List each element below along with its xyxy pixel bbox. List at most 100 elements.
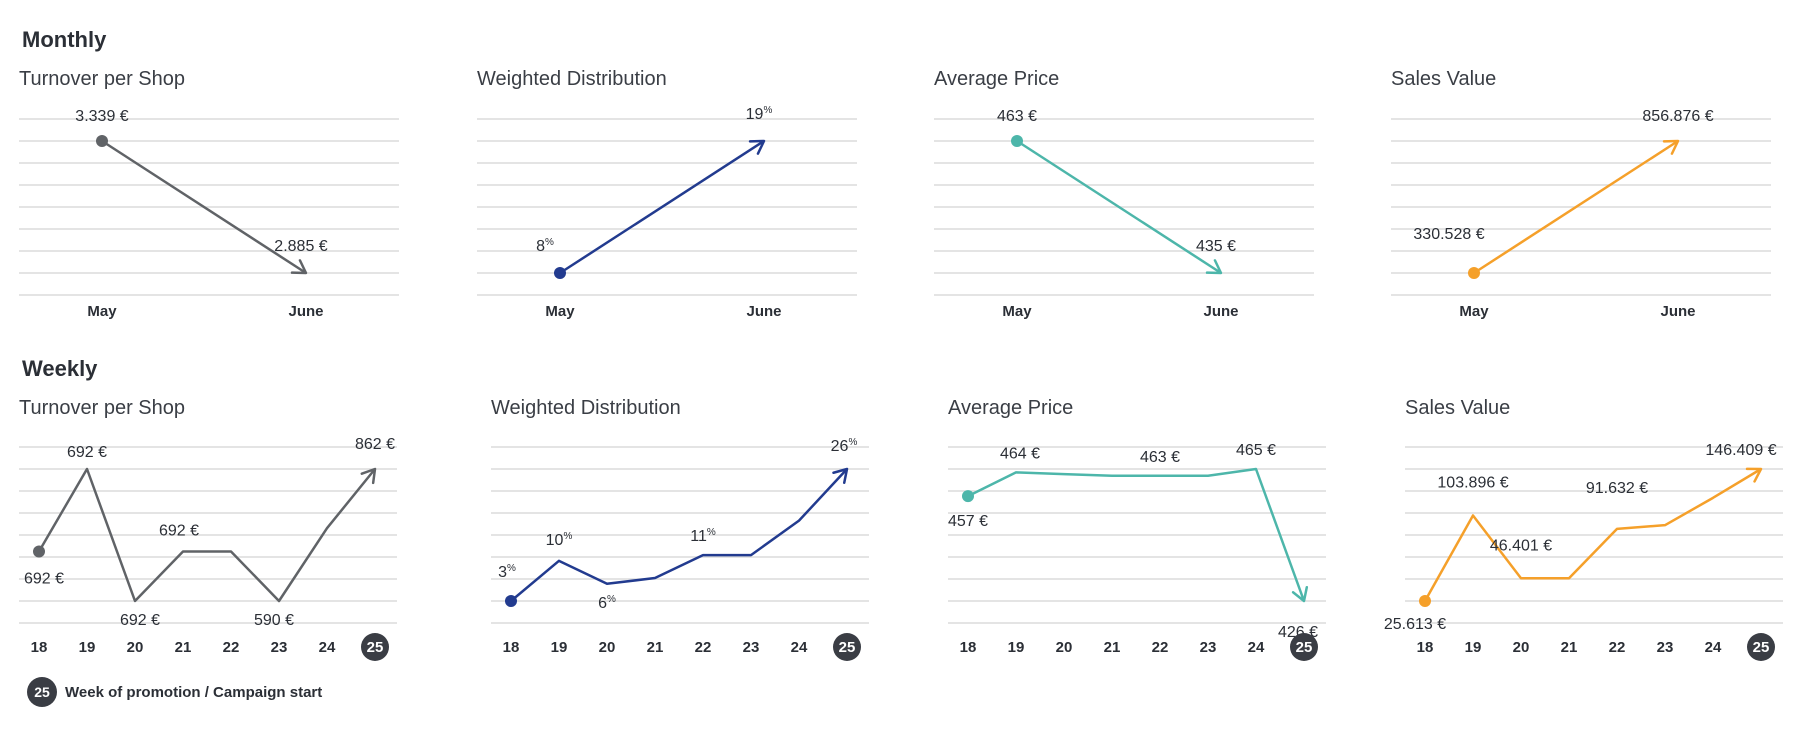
data-label: 25.613 € — [1384, 616, 1446, 633]
monthly-price-chart: 463 € 435 € May June — [934, 108, 1314, 320]
highlight-week-badge — [1747, 633, 1775, 661]
weekly-sales-title: Sales Value — [1405, 397, 1511, 419]
data-label: 590 € — [254, 612, 294, 629]
weekly-price-chart: 457 €464 €463 €465 €426 €18 19 20 21 22 23 24 2… — [948, 442, 1326, 661]
x-tick-label: 23 — [743, 639, 760, 656]
x-tick-label: 22 — [695, 639, 712, 656]
data-label: 26% — [831, 437, 858, 455]
series-start-point — [1011, 135, 1023, 147]
x-tick-label: June — [1660, 303, 1695, 320]
monthly-turnover-chart: 3.339 € 2.885 € May June — [19, 108, 399, 320]
x-tick-label: 19 — [1465, 639, 1482, 656]
monthly-section-title: Monthly — [22, 27, 107, 52]
x-tick-label: 23 — [1657, 639, 1674, 656]
highlight-week-badge — [833, 633, 861, 661]
x-tick-label: 24 — [1248, 639, 1265, 656]
data-label: 465 € — [1236, 442, 1276, 459]
data-label: 692 € — [67, 444, 107, 461]
footnote-text: Week of promotion / Campaign start — [65, 683, 323, 701]
monthly-distribution-chart: 8% 19% May June — [477, 105, 857, 320]
highlight-week-badge — [1290, 633, 1318, 661]
series-start-point — [554, 267, 566, 279]
legend-footnote: 25 Week of promotion / Campaign start — [27, 677, 322, 707]
x-tick-label: 18 — [1417, 639, 1434, 656]
monthly-sales-title: Sales Value — [1391, 68, 1497, 90]
x-tick-label: 24 — [1705, 639, 1722, 656]
weekly-distribution-chart: 3%10%6%11%26%18 19 20 21 22 23 24 25 — [491, 437, 869, 661]
series-line — [37, 467, 376, 603]
data-label: 692 € — [159, 523, 199, 540]
x-tick-label: 19 — [551, 639, 568, 656]
series-start-point — [1468, 267, 1480, 279]
series-start-point — [96, 135, 108, 147]
data-label: 856.876 € — [1642, 108, 1713, 125]
series-arrowhead — [1745, 467, 1763, 483]
data-label: 19% — [746, 105, 773, 123]
x-tick-label: 20 — [1513, 639, 1530, 656]
x-tick-label: June — [288, 303, 323, 320]
x-tick-label: 18 — [960, 639, 977, 656]
x-tick-label: 24 — [791, 639, 808, 656]
data-label: 457 € — [948, 513, 988, 530]
data-label: 692 € — [24, 571, 64, 588]
x-tick-label: 19 — [79, 639, 96, 656]
series-start-point — [962, 490, 974, 503]
monthly-price-title: Average Price — [934, 68, 1060, 90]
x-tick-label: 19 — [1008, 639, 1025, 656]
data-label: 3.339 € — [75, 108, 128, 125]
x-tick-label: 25 — [367, 639, 384, 656]
x-tick-label: June — [746, 303, 781, 320]
series-line — [101, 139, 307, 275]
promotion-week-badge: 25 — [27, 677, 57, 707]
x-tick-label: 22 — [1609, 639, 1626, 656]
monthly-distribution-title: Weighted Distribution — [477, 68, 667, 90]
data-label: 103.896 € — [1437, 474, 1508, 491]
x-tick-label: 25 — [1753, 639, 1770, 656]
x-tick-label: 21 — [647, 639, 664, 656]
data-label: 91.632 € — [1586, 480, 1648, 497]
series-arrowhead — [1291, 586, 1309, 603]
weekly-sales-chart: 25.613 € 103.896 € 46.401 € 91.632 € 146.409… — [1384, 442, 1783, 661]
x-tick-label: May — [87, 303, 117, 320]
series-arrowhead — [1662, 139, 1680, 155]
series-start-point — [33, 545, 45, 558]
series-start-point — [1419, 595, 1431, 607]
x-tick-label: 20 — [599, 639, 616, 656]
x-tick-label: 18 — [31, 639, 48, 656]
weekly-price-title: Average Price — [948, 397, 1074, 419]
x-tick-label: 20 — [1056, 639, 1073, 656]
x-tick-label: 21 — [175, 639, 192, 656]
data-label: 146.409 € — [1705, 442, 1776, 459]
x-tick-label: 25 — [839, 639, 856, 656]
x-tick-label: May — [1459, 303, 1489, 320]
monthly-sales-chart: 330.528 € 856.876 € May June — [1391, 108, 1771, 320]
x-tick-label: May — [545, 303, 575, 320]
series-line — [1423, 467, 1762, 602]
x-tick-label: 20 — [127, 639, 144, 656]
highlight-week-badge — [361, 633, 389, 661]
x-tick-label: May — [1002, 303, 1032, 320]
data-label: 11% — [690, 527, 716, 545]
data-label: 692 € — [120, 612, 160, 629]
weekly-turnover-chart: 692 € 692 € 692 € 692 € 590 € 862 € 18 19 20 21 22… — [19, 436, 397, 661]
data-label: 10% — [546, 531, 573, 549]
data-label: 330.528 € — [1413, 226, 1484, 243]
x-tick-label: 22 — [223, 639, 240, 656]
data-label: 435 € — [1196, 238, 1236, 255]
series-arrowhead — [290, 259, 308, 275]
data-label: 464 € — [1000, 445, 1040, 462]
data-label: 463 € — [1140, 449, 1180, 466]
x-tick-label: 22 — [1152, 639, 1169, 656]
x-tick-label: 23 — [1200, 639, 1217, 656]
data-label: 8% — [536, 237, 554, 255]
series-line — [559, 139, 765, 275]
x-tick-label: 21 — [1104, 639, 1121, 656]
series-arrowhead — [748, 139, 766, 155]
weekly-turnover-title: Turnover per Shop — [19, 397, 186, 419]
series-line — [1473, 139, 1679, 275]
data-label: 6% — [598, 594, 616, 612]
x-tick-label: 25 — [1296, 639, 1313, 656]
series-arrowhead — [832, 467, 849, 484]
data-label: 862 € — [355, 436, 395, 453]
x-tick-label: 18 — [503, 639, 520, 656]
